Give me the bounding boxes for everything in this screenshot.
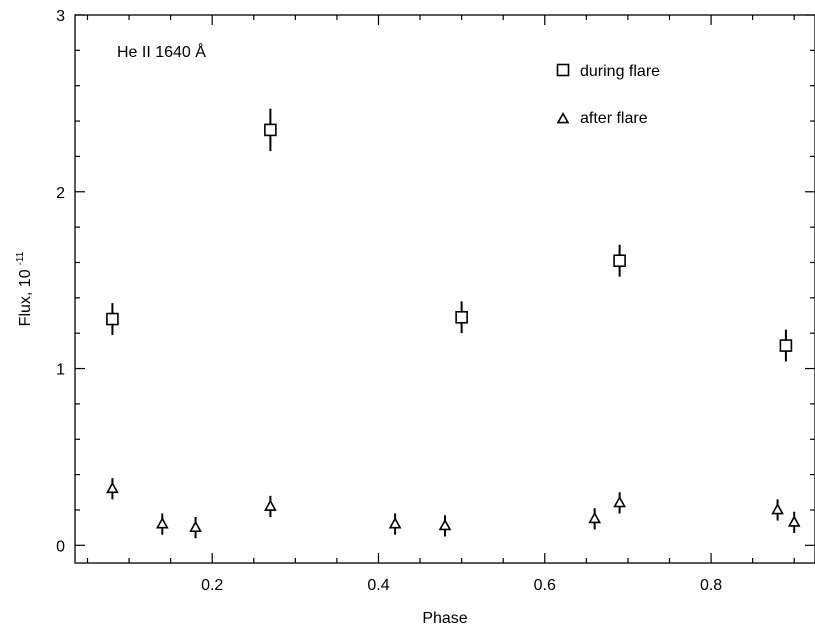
legend-label: after flare <box>580 110 648 127</box>
tick-labels: 0.2 0.4 0.6 0.8 0 1 2 3 <box>56 8 722 594</box>
ion-annotation: He II 1640 Å <box>117 42 206 61</box>
legend: during flare after flare <box>556 63 660 127</box>
axis-ticks <box>75 14 815 563</box>
y-axis-label-text: Flux, 10 <box>17 269 34 326</box>
x-tick-label: 0.2 <box>201 577 223 594</box>
during-flare-point <box>613 244 626 277</box>
x-tick-label: 0.8 <box>700 577 722 594</box>
after-flare-point <box>264 495 277 518</box>
square-marker <box>106 312 119 326</box>
after-flare-point <box>106 478 119 500</box>
x-tick-label: 0.4 <box>367 577 389 594</box>
plot-frame <box>74 14 815 564</box>
y-tick-label: 0 <box>56 538 65 555</box>
legend-triangle-icon <box>556 111 570 124</box>
triangle-marker <box>155 517 169 529</box>
triangle-marker <box>438 518 452 531</box>
y-tick-label: 1 <box>56 362 65 379</box>
square-marker <box>613 254 626 268</box>
after-flare-point <box>189 517 202 539</box>
data-markers <box>106 108 801 539</box>
after-flare-point <box>787 511 801 533</box>
square-marker <box>455 310 468 324</box>
during-flare-point <box>779 329 793 362</box>
y-axis-label-exponent: -11 <box>15 251 26 265</box>
during-flare-point <box>264 108 277 152</box>
during-flare-point <box>106 303 119 335</box>
triangle-marker <box>189 520 202 533</box>
after-flare-point <box>613 492 626 514</box>
square-marker <box>264 123 277 137</box>
triangle-marker <box>388 517 402 529</box>
legend-label: during flare <box>580 63 660 80</box>
triangle-marker <box>264 499 277 511</box>
square-marker <box>779 339 793 352</box>
triangle-marker <box>588 511 602 524</box>
y-axis-label: Flux, 10 -11 <box>15 251 34 326</box>
triangle-marker <box>771 502 784 515</box>
x-tick-label: 0.6 <box>534 577 556 594</box>
triangle-marker <box>787 515 801 527</box>
after-flare-point <box>771 499 784 521</box>
after-flare-point <box>388 513 402 535</box>
after-flare-point <box>438 515 452 537</box>
triangle-marker <box>613 495 626 508</box>
after-flare-point <box>155 513 169 535</box>
during-flare-point <box>455 301 468 334</box>
triangle-marker <box>106 481 119 494</box>
y-tick-label: 3 <box>56 8 65 25</box>
y-tick-label: 2 <box>56 185 65 202</box>
x-axis-label: Phase <box>422 610 467 627</box>
after-flare-point <box>588 508 602 530</box>
legend-square-icon <box>556 63 570 77</box>
